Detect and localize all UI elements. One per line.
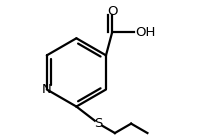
Text: N: N — [42, 83, 52, 96]
Text: S: S — [94, 117, 103, 130]
Text: OH: OH — [135, 26, 156, 39]
Text: O: O — [107, 5, 118, 18]
